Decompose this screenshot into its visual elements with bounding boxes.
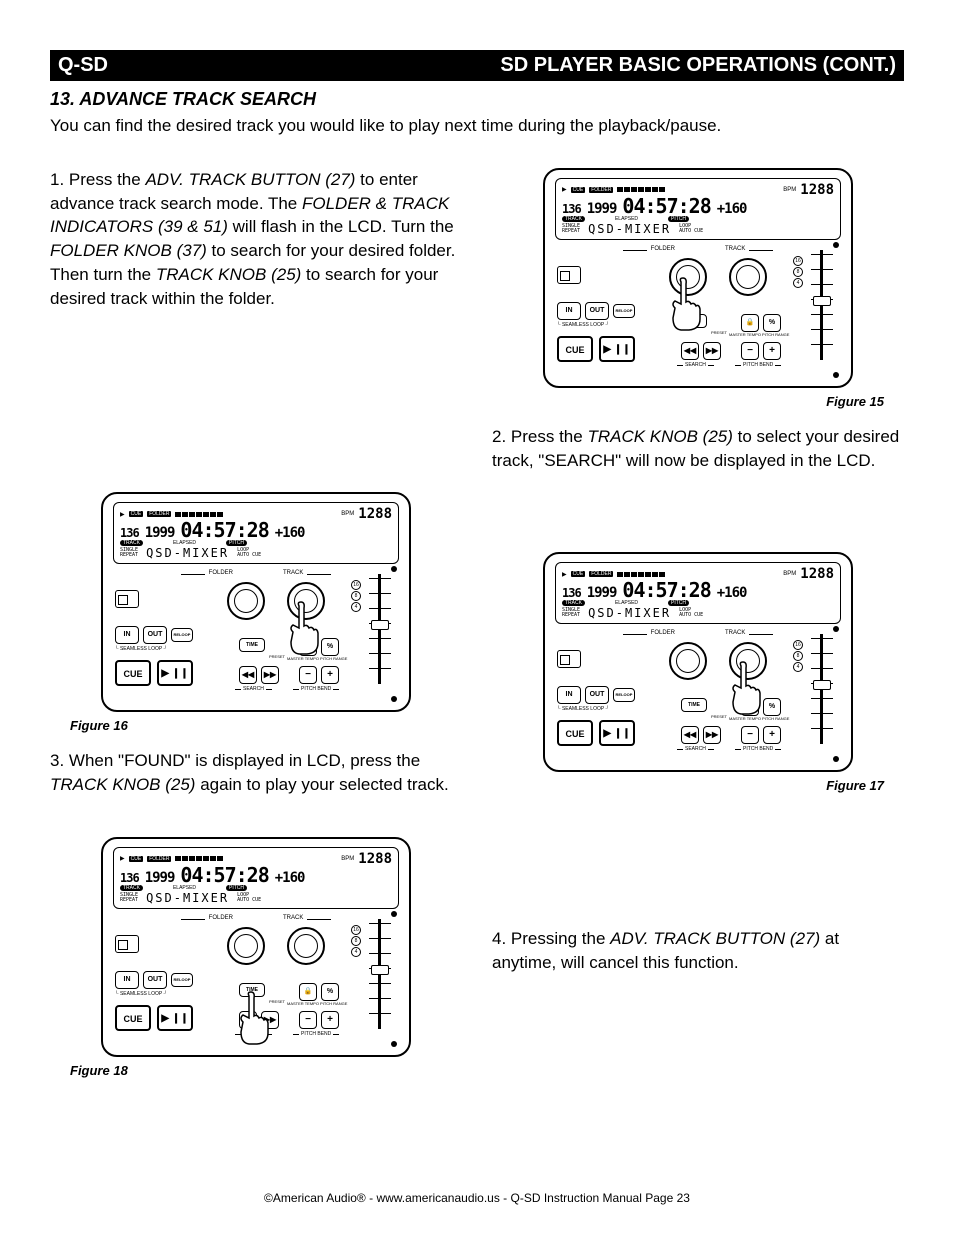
header-bar: Q-SD SD PLAYER BASIC OPERATIONS (CONT.) bbox=[50, 50, 904, 81]
step-3-text: 3. When "FOUND" is displayed in LCD, pre… bbox=[50, 749, 462, 797]
figure-17-caption: Figure 17 bbox=[826, 778, 884, 793]
col-right-2: ▶CUEFOLDERBPM1288 136199904:57:28+160 TR… bbox=[492, 492, 904, 797]
figure-18: ▶CUEFOLDERBPM1288 136199904:57:28+160 TR… bbox=[50, 837, 462, 1078]
step-1-text: 1. Press the ADV. TRACK BUTTON (27) to e… bbox=[50, 168, 462, 473]
lcd: ▶ CUE FOLDER BPM 1288 136 1999 04:57:28 … bbox=[555, 178, 841, 240]
device-illustration: ▶ CUE FOLDER BPM 1288 136 1999 04:57:28 … bbox=[543, 168, 853, 388]
track-knob bbox=[729, 258, 767, 296]
step-4-text: 4. Pressing the ADV. TRACK BUTTON (27) a… bbox=[492, 927, 904, 975]
out-button: OUT bbox=[585, 302, 609, 320]
lock-button: 🔒 bbox=[741, 314, 759, 332]
figure-18-caption: Figure 18 bbox=[70, 1063, 128, 1078]
pitch-slider bbox=[807, 244, 837, 372]
header-right: SD PLAYER BASIC OPERATIONS (CONT.) bbox=[500, 54, 896, 77]
hand-pointer-icon bbox=[279, 598, 329, 658]
sd-slot bbox=[557, 266, 581, 284]
plus-button: + bbox=[763, 342, 781, 360]
device-illustration: ▶CUEFOLDERBPM1288 136199904:57:28+160 TR… bbox=[101, 492, 411, 712]
header-left: Q-SD bbox=[58, 54, 108, 77]
figure-15-caption: Figure 15 bbox=[826, 394, 884, 409]
page-footer: ©American Audio® - www.americanaudio.us … bbox=[0, 1191, 954, 1205]
hand-pointer-icon bbox=[229, 988, 279, 1048]
reloop-button: RELOOP bbox=[613, 304, 635, 318]
rev-button: ◀◀ bbox=[681, 342, 699, 360]
in-button: IN bbox=[557, 302, 581, 320]
play-button: ▶ ❙❙ bbox=[599, 336, 635, 362]
col-left-2: ▶CUEFOLDERBPM1288 136199904:57:28+160 TR… bbox=[50, 492, 462, 797]
figure-17: ▶CUEFOLDERBPM1288 136199904:57:28+160 TR… bbox=[492, 552, 904, 793]
col-right-1: ▶ CUE FOLDER BPM 1288 136 1999 04:57:28 … bbox=[492, 168, 904, 473]
hand-pointer-icon bbox=[661, 274, 711, 334]
figure-15: ▶ CUE FOLDER BPM 1288 136 1999 04:57:28 … bbox=[492, 168, 904, 409]
figure-16: ▶CUEFOLDERBPM1288 136199904:57:28+160 TR… bbox=[50, 492, 462, 733]
pct-button: % bbox=[763, 314, 781, 332]
cue-button: CUE bbox=[557, 336, 593, 362]
minus-button: − bbox=[741, 342, 759, 360]
device-illustration: ▶CUEFOLDERBPM1288 136199904:57:28+160 TR… bbox=[101, 837, 411, 1057]
seamless-label: └ SEAMLESS LOOP ┘ bbox=[557, 322, 609, 328]
fwd-button: ▶▶ bbox=[703, 342, 721, 360]
figure-16-caption: Figure 16 bbox=[70, 718, 128, 733]
content-grid: 1. Press the ADV. TRACK BUTTON (27) to e… bbox=[50, 168, 904, 1078]
hand-pointer-icon bbox=[721, 658, 771, 718]
section-title: 13. ADVANCE TRACK SEARCH bbox=[50, 89, 904, 110]
col-left-3: ▶CUEFOLDERBPM1288 136199904:57:28+160 TR… bbox=[50, 817, 462, 1078]
intro-text: You can find the desired track you would… bbox=[50, 114, 904, 138]
device-illustration: ▶CUEFOLDERBPM1288 136199904:57:28+160 TR… bbox=[543, 552, 853, 772]
step-2-text: 2. Press the TRACK KNOB (25) to select y… bbox=[492, 425, 904, 473]
col-right-3: 4. Pressing the ADV. TRACK BUTTON (27) a… bbox=[492, 817, 904, 1078]
